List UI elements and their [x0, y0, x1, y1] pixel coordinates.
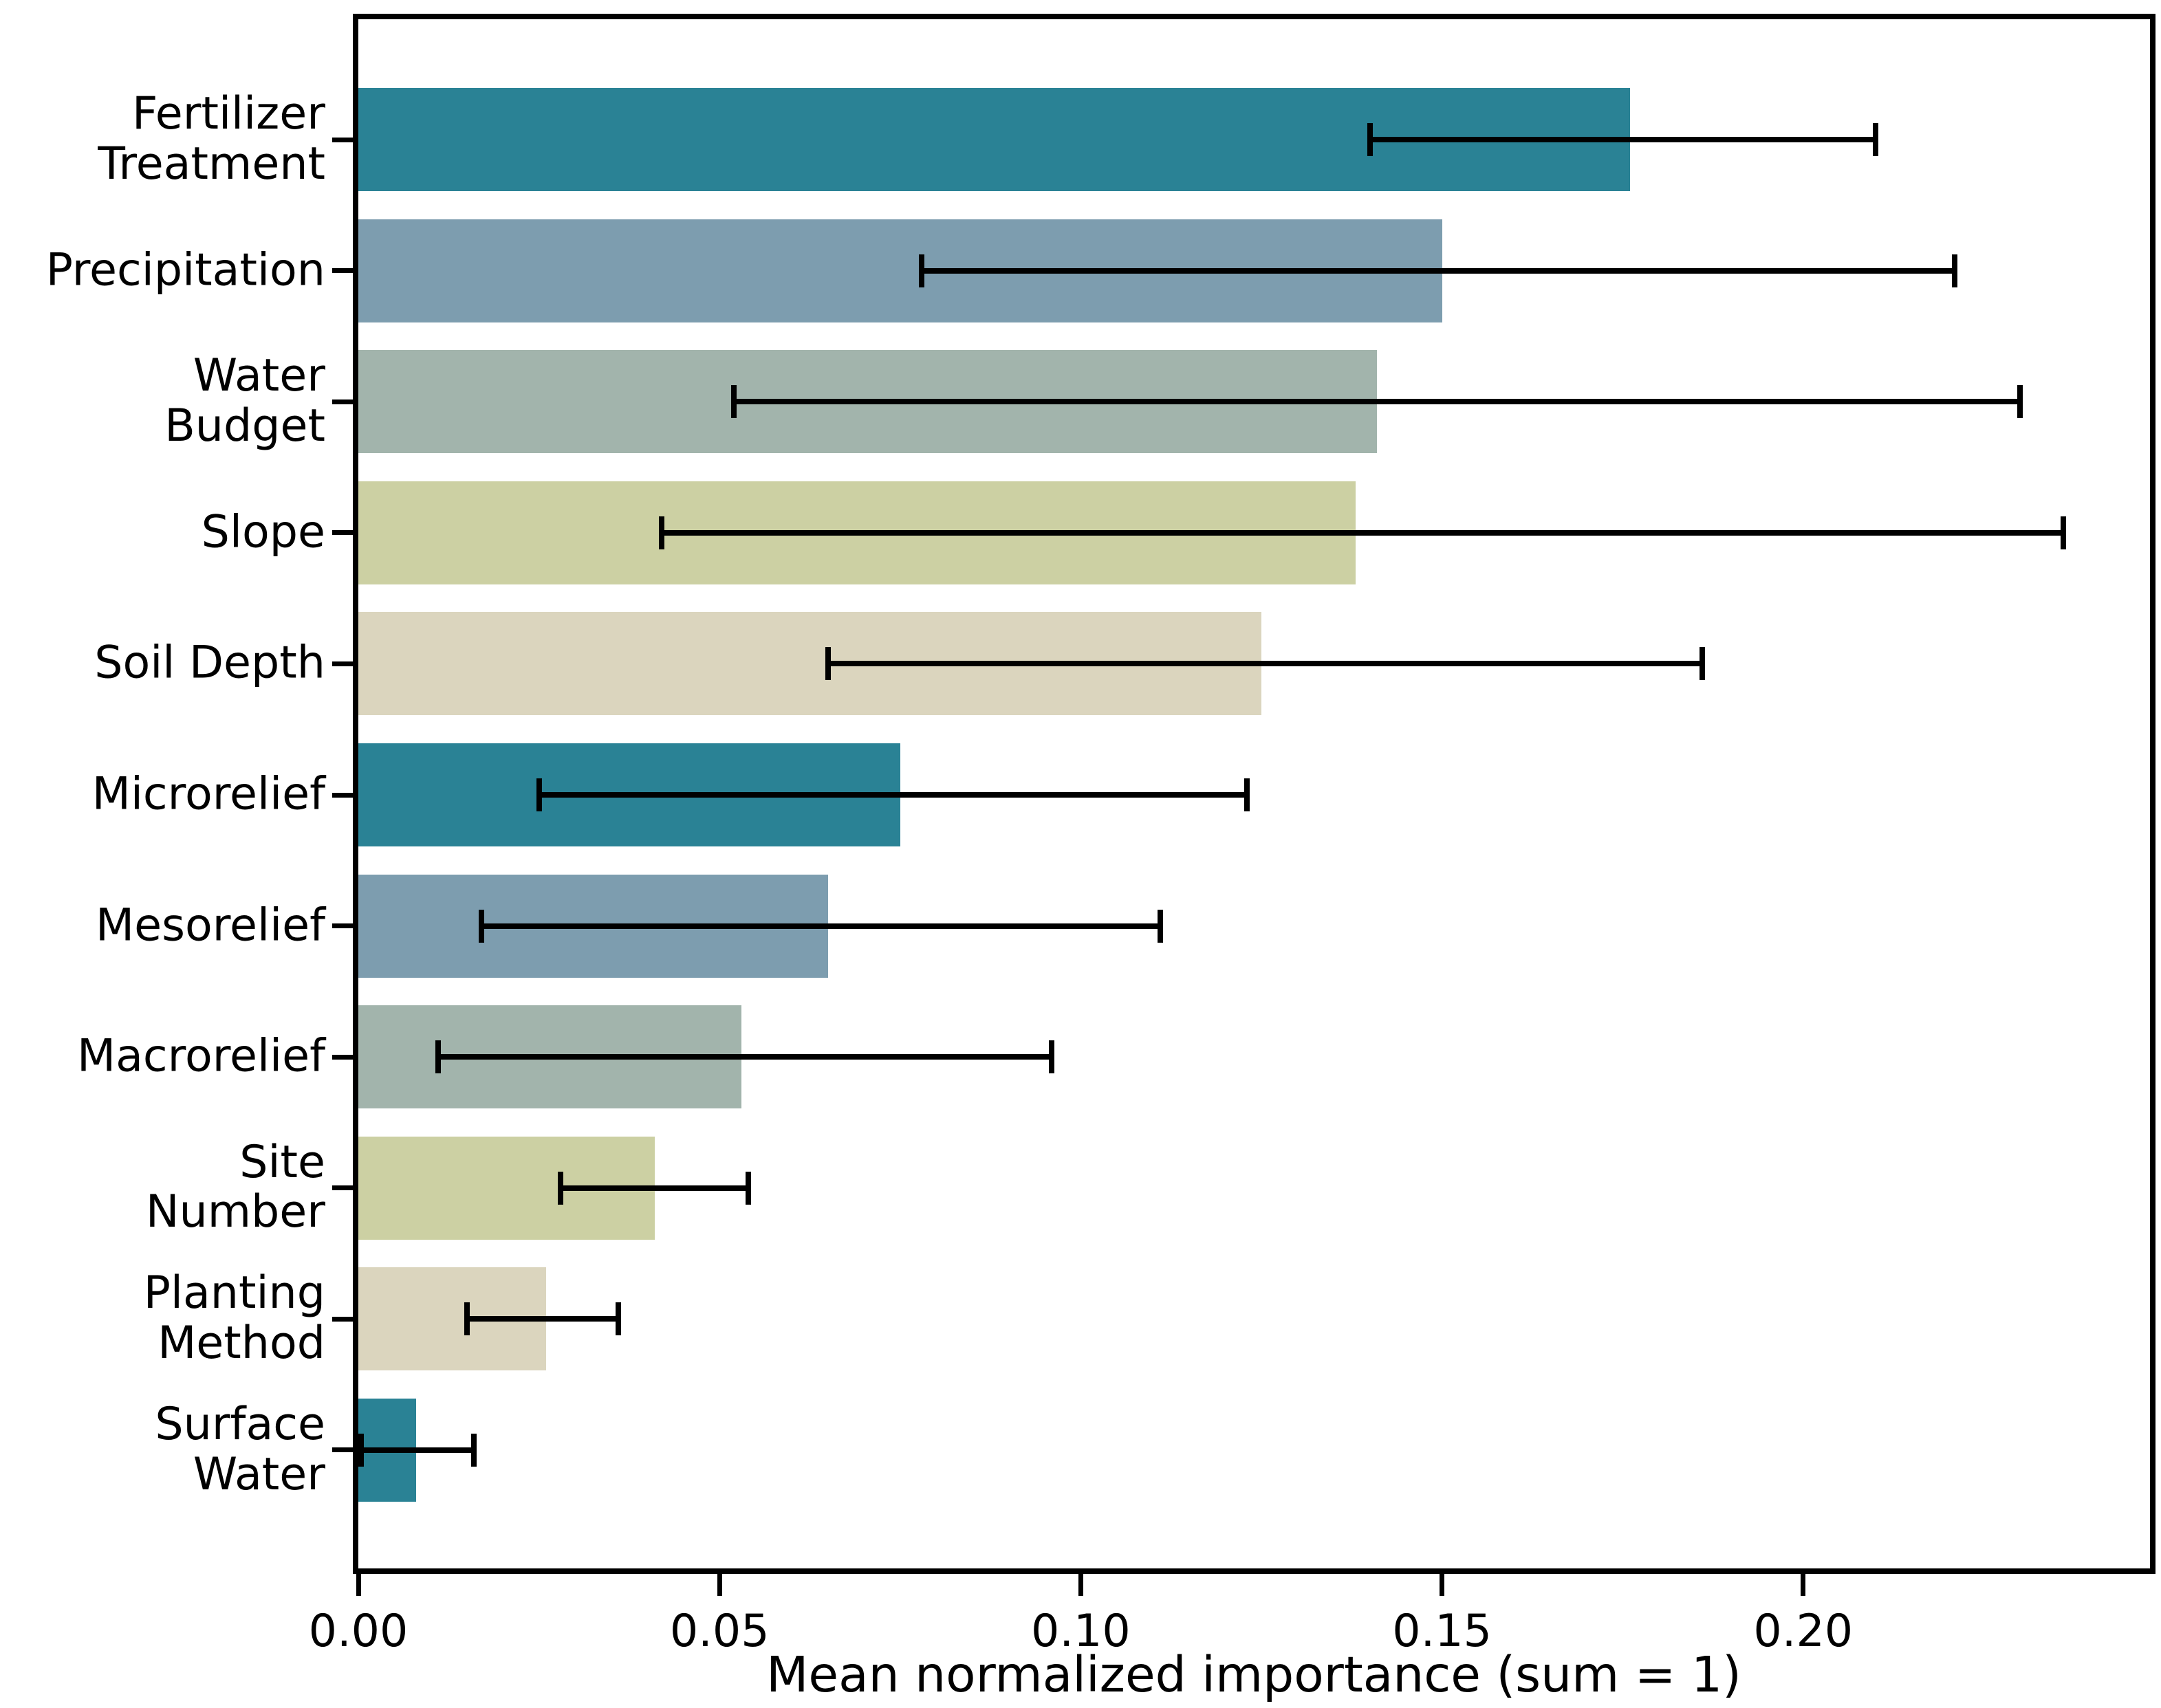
error-cap-low-site-number	[558, 1171, 564, 1205]
x-tick-0.15	[1440, 1574, 1445, 1596]
x-tick-label-0.20: 0.20	[1753, 1606, 1854, 1657]
error-cap-high-soil-depth	[1699, 647, 1705, 681]
y-tick-label-slope: Slope	[201, 506, 325, 558]
y-tick-label-mesorelief: Mesorelief	[96, 899, 325, 952]
x-tick-0.00	[356, 1574, 361, 1596]
error-cap-low-planting-method	[464, 1302, 470, 1336]
y-tick-label-soil-depth: Soil Depth	[94, 637, 325, 690]
error-cap-high-surface-water	[471, 1433, 477, 1467]
error-cap-high-precipitation	[1952, 254, 1958, 287]
x-tick-label-0.15: 0.15	[1392, 1606, 1492, 1657]
error-bar-site-number	[561, 1185, 749, 1191]
y-tick-macrorelief	[332, 1054, 353, 1060]
error-bar-surface-water	[361, 1447, 475, 1453]
error-cap-low-soil-depth	[825, 647, 831, 681]
x-tick-label-0.05: 0.05	[669, 1606, 770, 1657]
error-cap-low-microrelief	[536, 778, 542, 811]
y-tick-mesorelief	[332, 923, 353, 929]
error-cap-low-mesorelief	[478, 909, 484, 943]
y-tick-water-budget	[332, 399, 353, 404]
y-tick-precipitation	[332, 268, 353, 274]
error-cap-low-precipitation	[919, 254, 925, 287]
error-cap-high-fertilizer-treatment	[1872, 123, 1878, 157]
y-tick-label-macrorelief: Macrorelief	[77, 1030, 325, 1082]
y-tick-label-surface-water: Surface Water	[155, 1398, 325, 1500]
error-cap-high-macrorelief	[1049, 1040, 1055, 1074]
error-bar-soil-depth	[827, 661, 1702, 667]
error-cap-low-slope	[659, 516, 665, 549]
error-bar-macrorelief	[437, 1054, 1052, 1060]
x-tick-label-0.00: 0.00	[308, 1606, 409, 1657]
y-tick-microrelief	[332, 792, 353, 798]
x-tick-label-0.10: 0.10	[1031, 1606, 1131, 1657]
error-cap-low-surface-water	[358, 1433, 365, 1467]
error-cap-low-fertilizer-treatment	[1367, 123, 1373, 157]
y-tick-label-planting-method: Planting Method	[143, 1267, 325, 1370]
x-tick-0.10	[1078, 1574, 1083, 1596]
error-cap-high-mesorelief	[1157, 909, 1163, 943]
y-tick-label-site-number: Site Number	[145, 1136, 325, 1238]
y-tick-label-fertilizer-treatment: Fertilizer Treatment	[98, 88, 325, 190]
error-bar-slope	[662, 529, 2063, 536]
error-bar-microrelief	[539, 792, 1247, 798]
y-tick-site-number	[332, 1185, 353, 1191]
y-tick-fertilizer-treatment	[332, 137, 353, 142]
x-tick-0.20	[1801, 1574, 1806, 1596]
x-tick-0.05	[717, 1574, 722, 1596]
error-bar-planting-method	[466, 1316, 619, 1322]
y-tick-planting-method	[332, 1316, 353, 1322]
y-tick-label-water-budget: Water Budget	[164, 350, 325, 452]
error-cap-high-planting-method	[616, 1302, 622, 1336]
x-axis-title: Mean normalized importance (sum = 1)	[766, 1646, 1741, 1703]
error-cap-high-slope	[2060, 516, 2066, 549]
error-cap-high-site-number	[746, 1171, 752, 1205]
error-cap-low-water-budget	[731, 385, 737, 419]
error-bar-fertilizer-treatment	[1369, 137, 1876, 143]
error-bar-mesorelief	[481, 923, 1160, 929]
error-bar-water-budget	[734, 399, 2020, 405]
y-tick-label-precipitation: Precipitation	[45, 244, 325, 296]
error-cap-high-water-budget	[2017, 385, 2023, 419]
y-tick-slope	[332, 530, 353, 536]
error-cap-low-macrorelief	[435, 1040, 441, 1074]
error-cap-high-microrelief	[1244, 778, 1250, 811]
y-tick-label-microrelief: Microrelief	[91, 768, 325, 820]
y-tick-surface-water	[332, 1447, 353, 1453]
error-bar-precipitation	[922, 267, 1955, 274]
y-tick-soil-depth	[332, 661, 353, 666]
